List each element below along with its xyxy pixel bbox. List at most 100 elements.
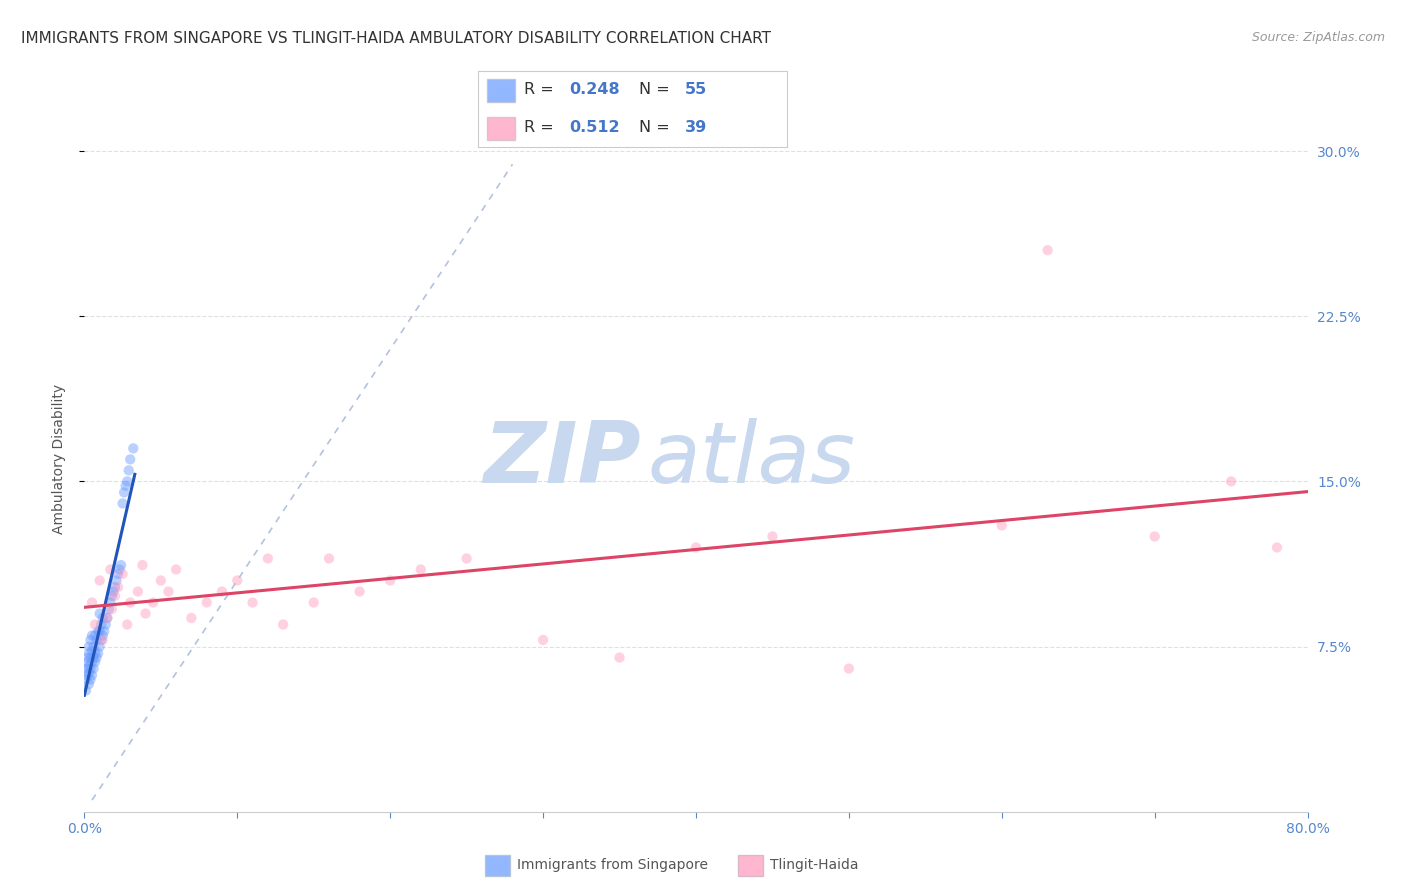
Point [79,662,101,676]
Point [271,617,294,632]
Point [84,617,107,632]
Point [1220,475,1243,489]
Point [101,589,124,603]
Text: N =: N = [638,82,675,97]
Point [80,655,103,669]
Point [761,529,783,543]
Point [94,617,117,632]
Point [107,566,129,581]
Point [77,665,100,680]
Point [103,584,125,599]
Point [127,584,149,599]
Point [86,632,108,647]
Point [80,628,103,642]
Y-axis label: Ambulatory Disability: Ambulatory Disability [52,384,66,534]
Point [83,662,105,676]
Point [86,650,108,665]
Point [89,607,111,621]
Point [318,551,340,566]
Point [90,632,112,647]
Point [75,673,97,687]
Point [97,602,120,616]
Point [89,574,111,588]
Point [77,646,100,660]
Point [96,611,118,625]
Point [120,595,142,609]
Point [76,662,98,676]
Point [80,595,103,609]
Text: 0.512: 0.512 [569,120,620,136]
Point [87,646,110,660]
Point [120,452,142,467]
Point [111,496,134,510]
Point [101,602,124,616]
Point [87,624,110,639]
Point [80,644,103,658]
Point [76,668,98,682]
Point [242,595,264,609]
Point [122,442,145,456]
Point [118,463,141,477]
Point [75,683,97,698]
Point [84,655,107,669]
Point [1036,243,1059,257]
Text: Immigrants from Singapore: Immigrants from Singapore [517,858,707,872]
Text: 39: 39 [685,120,707,136]
Point [108,562,131,576]
Point [84,628,107,642]
Point [115,617,138,632]
Bar [485,855,510,876]
Point [79,632,101,647]
Text: R =: R = [524,120,560,136]
Point [98,595,121,609]
Point [79,650,101,665]
Point [93,624,115,639]
Point [83,650,105,665]
Point [104,580,127,594]
Point [1143,529,1166,543]
Point [1265,541,1288,555]
Point [77,640,100,654]
Text: Source: ZipAtlas.com: Source: ZipAtlas.com [1251,31,1385,45]
Point [149,574,172,588]
Point [685,541,707,555]
Point [165,562,187,576]
Point [96,611,118,625]
Point [135,607,157,621]
Point [84,646,107,660]
Point [302,595,325,609]
Point [91,628,114,642]
Point [91,632,114,647]
Point [115,475,138,489]
Text: atlas: atlas [647,417,855,501]
Text: 0.248: 0.248 [569,82,620,97]
Bar [488,79,515,102]
Point [83,640,105,654]
Point [211,584,233,599]
Point [349,584,371,599]
Point [79,673,101,687]
Text: R =: R = [524,82,560,97]
Text: N =: N = [638,120,675,136]
Point [180,611,202,625]
Point [105,574,128,588]
Point [76,655,98,669]
Point [409,562,432,576]
Point [531,632,554,647]
Point [195,595,218,609]
Point [114,479,136,493]
Point [89,640,111,654]
Point [111,566,134,581]
Point [80,668,103,682]
Point [98,562,121,576]
Point [89,624,111,639]
Bar [488,117,515,140]
Text: 55: 55 [685,82,707,97]
Point [991,518,1014,533]
Point [90,617,112,632]
Point [226,574,249,588]
Point [91,611,114,625]
Point [76,650,98,665]
Point [142,595,165,609]
Point [110,558,132,573]
